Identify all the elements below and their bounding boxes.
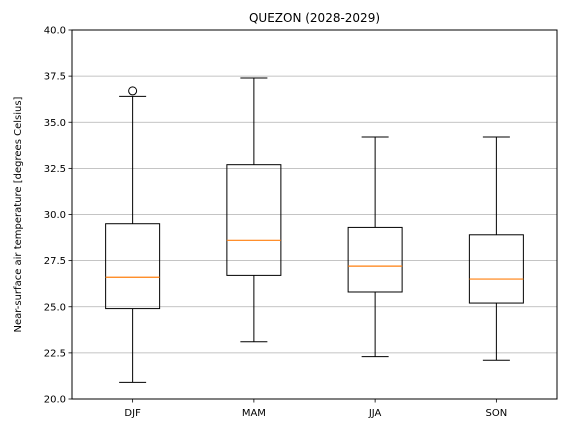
- y-tick-label: 40.0: [44, 26, 66, 37]
- iqr-box: [347, 226, 403, 293]
- x-tick-label: JJA: [368, 408, 382, 419]
- y-tick-label: 32.5: [44, 164, 66, 175]
- box-jja: [347, 136, 403, 358]
- y-tick-label: 27.5: [44, 256, 66, 267]
- outlier-point: [128, 86, 138, 96]
- x-tick-label: SON: [486, 408, 508, 419]
- y-tick-label: 22.5: [44, 348, 66, 359]
- y-axis-label: Near-surface air temperature [degrees Ce…: [13, 96, 24, 332]
- y-tick-label: 30.0: [44, 210, 66, 221]
- y-tick-label: 20.0: [44, 395, 66, 406]
- boxes: [105, 77, 524, 383]
- y-axis: 20.0 22.5 25.0 27.5 30.0 32.5 35.0 37.5 40.0: [44, 26, 72, 406]
- box-son: [468, 136, 524, 361]
- y-tick-label: 35.0: [44, 118, 66, 129]
- chart-title: QUEZON (2028-2029): [249, 11, 380, 25]
- iqr-box: [468, 234, 524, 304]
- x-tick-label: MAM: [242, 408, 266, 419]
- x-tick-label: DJF: [124, 408, 141, 419]
- x-axis: DJF MAM JJA SON: [124, 399, 507, 419]
- iqr-box: [226, 164, 282, 276]
- iqr-box: [105, 223, 161, 310]
- y-tick-label: 25.0: [44, 302, 66, 313]
- grid-lines: [72, 75, 557, 354]
- box-djf: [105, 86, 161, 383]
- y-tick-label: 37.5: [44, 72, 66, 83]
- box-mam: [226, 77, 282, 343]
